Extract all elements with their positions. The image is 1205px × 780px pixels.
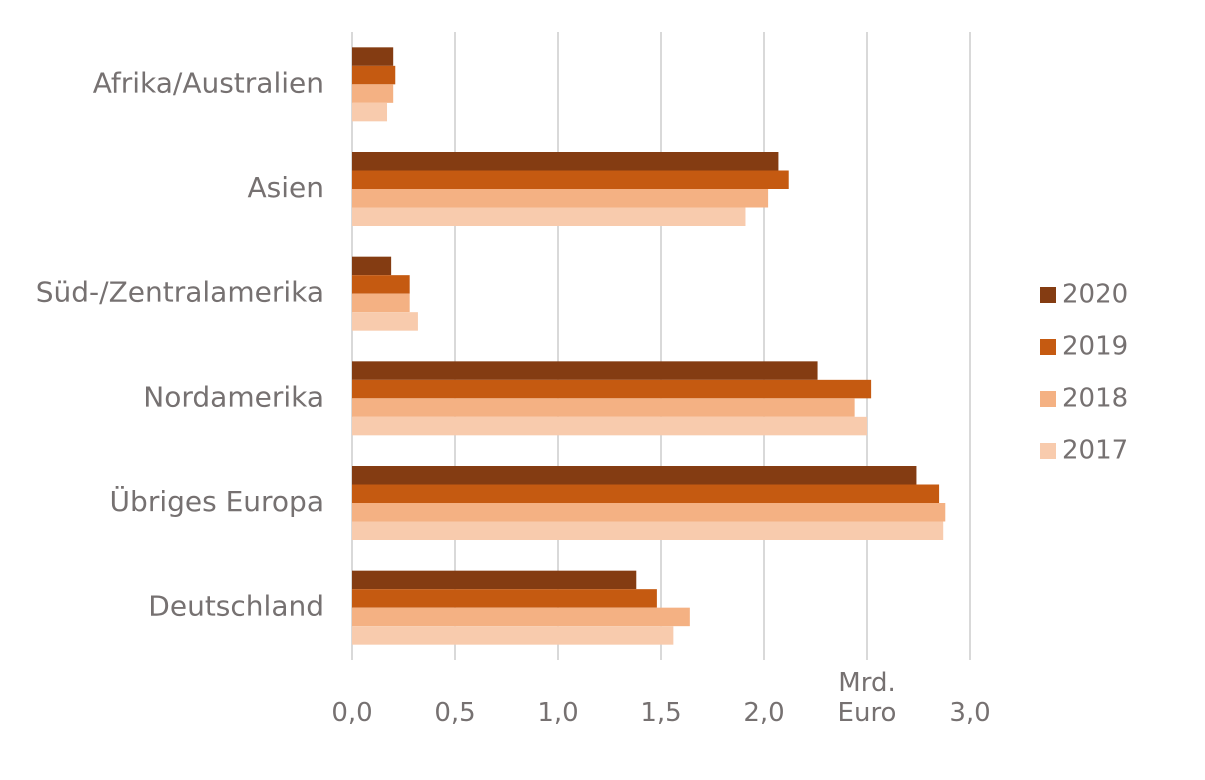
x-tick-label: 3,0 bbox=[949, 698, 991, 728]
legend-label: 2018 bbox=[1062, 384, 1128, 414]
legend-label: 2017 bbox=[1062, 436, 1128, 466]
bar bbox=[352, 484, 940, 503]
bar bbox=[352, 503, 946, 522]
bar bbox=[352, 361, 818, 380]
x-tick-label: 0,0 bbox=[331, 698, 373, 728]
x-tick-label: 2,0 bbox=[743, 698, 785, 728]
bar bbox=[352, 570, 637, 590]
bar bbox=[352, 275, 410, 294]
category-label: Nordamerika bbox=[143, 380, 324, 413]
legend-label: 2019 bbox=[1062, 332, 1128, 362]
x-tick-label: 1,5 bbox=[640, 698, 682, 728]
legend-swatch bbox=[1040, 287, 1056, 303]
legend-label: 2020 bbox=[1062, 280, 1128, 310]
bar bbox=[352, 47, 394, 66]
legend-swatch bbox=[1040, 443, 1056, 459]
bar bbox=[352, 521, 944, 540]
bar bbox=[352, 466, 917, 485]
bar bbox=[352, 379, 872, 399]
x-tick-label: Mrd. Euro bbox=[837, 668, 897, 728]
bar bbox=[352, 207, 746, 226]
bar bbox=[352, 170, 789, 189]
category-label: Asien bbox=[248, 171, 325, 204]
legend-swatch bbox=[1040, 391, 1056, 407]
legend-swatch bbox=[1040, 339, 1056, 355]
category-label: Übriges Europa bbox=[110, 484, 324, 518]
category-label: Afrika/Australien bbox=[93, 66, 324, 99]
bar bbox=[352, 152, 779, 171]
bar bbox=[352, 607, 690, 627]
bar bbox=[352, 398, 855, 417]
category-label: Deutschland bbox=[148, 590, 324, 623]
x-tick-label: 1,0 bbox=[537, 698, 579, 728]
bar bbox=[352, 312, 418, 331]
bar bbox=[352, 256, 392, 276]
bar bbox=[352, 102, 388, 122]
bar bbox=[352, 65, 396, 85]
bar bbox=[352, 84, 394, 103]
bar bbox=[352, 589, 657, 608]
bar bbox=[352, 416, 867, 436]
x-tick-label: 0,5 bbox=[434, 698, 476, 728]
bar bbox=[352, 293, 410, 313]
bar bbox=[352, 626, 674, 645]
category-label: Süd-/Zentralamerika bbox=[36, 276, 324, 309]
bar bbox=[352, 189, 769, 208]
